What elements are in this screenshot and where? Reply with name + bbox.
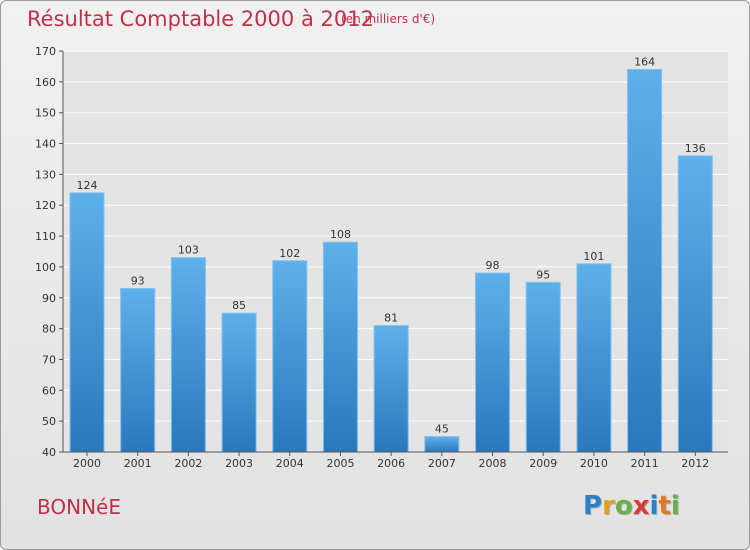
y-tick-label: 60 [42, 384, 56, 397]
y-tick-label: 140 [35, 138, 56, 151]
y-tick-label: 150 [35, 107, 56, 120]
x-tick-label-2008: 2008 [479, 457, 507, 470]
value-label-2003: 85 [232, 299, 246, 312]
value-label-2010: 101 [583, 250, 604, 263]
x-tick-label-2007: 2007 [428, 457, 456, 470]
logo-letter: i [649, 491, 659, 521]
bar-2000 [69, 192, 105, 453]
bar-2012 [677, 155, 713, 453]
bar-2009 [525, 281, 561, 453]
proxiti-logo[interactable]: Proxiti [583, 491, 680, 521]
bar-2008 [475, 272, 511, 453]
bar-2005 [322, 241, 358, 453]
bar-2010 [576, 263, 612, 453]
y-tick-label: 170 [35, 45, 56, 58]
logo-letter: r [602, 491, 615, 521]
bar-2001 [120, 288, 156, 453]
logo-letter: o [614, 491, 633, 521]
x-tick-label-2004: 2004 [276, 457, 304, 470]
value-label-2001: 93 [131, 275, 145, 288]
y-tick-label: 70 [42, 353, 56, 366]
value-label-2004: 102 [279, 247, 300, 260]
bar-2002 [170, 257, 206, 453]
value-label-2009: 95 [536, 268, 550, 281]
bar-2007 [424, 436, 460, 453]
x-tick-label-2003: 2003 [225, 457, 253, 470]
x-tick-label-2006: 2006 [377, 457, 405, 470]
logo-letter: t [658, 491, 671, 521]
y-tick-label: 100 [35, 261, 56, 274]
bar-2004 [272, 260, 308, 453]
x-tick-label-2011: 2011 [631, 457, 659, 470]
y-tick-label: 120 [35, 199, 56, 212]
chart-title: Résultat Comptable 2000 à 2012 [27, 7, 374, 31]
value-label-2011: 164 [634, 56, 655, 69]
x-tick-label-2005: 2005 [326, 457, 354, 470]
logo-letter: i [670, 491, 680, 521]
value-label-2002: 103 [178, 244, 199, 257]
chart-subtitle: (en milliers d'€) [341, 12, 436, 26]
logo-letter: P [583, 491, 603, 521]
logo-letter: x [632, 491, 650, 521]
x-tick-label-2000: 2000 [73, 457, 101, 470]
x-tick-label-2001: 2001 [124, 457, 152, 470]
x-tick-label-2010: 2010 [580, 457, 608, 470]
y-tick-label: 90 [42, 292, 56, 305]
y-tick-label: 50 [42, 415, 56, 428]
y-tick-label: 160 [35, 76, 56, 89]
x-tick-label-2002: 2002 [174, 457, 202, 470]
x-tick-label-2009: 2009 [529, 457, 557, 470]
value-label-2005: 108 [330, 228, 351, 241]
y-tick-label: 80 [42, 323, 56, 336]
y-tick-label: 110 [35, 230, 56, 243]
commune-name: BONNéE [37, 495, 121, 519]
value-label-2000: 124 [77, 179, 98, 192]
value-label-2012: 136 [685, 142, 706, 155]
bar-2003 [221, 312, 257, 453]
y-tick-label: 40 [42, 446, 56, 459]
bar-2011 [627, 69, 663, 453]
value-label-2006: 81 [384, 312, 398, 325]
x-tick-label-2012: 2012 [681, 457, 709, 470]
value-label-2007: 45 [435, 423, 449, 436]
value-label-2008: 98 [486, 259, 500, 272]
bar-2006 [373, 325, 409, 453]
y-tick-label: 130 [35, 168, 56, 181]
